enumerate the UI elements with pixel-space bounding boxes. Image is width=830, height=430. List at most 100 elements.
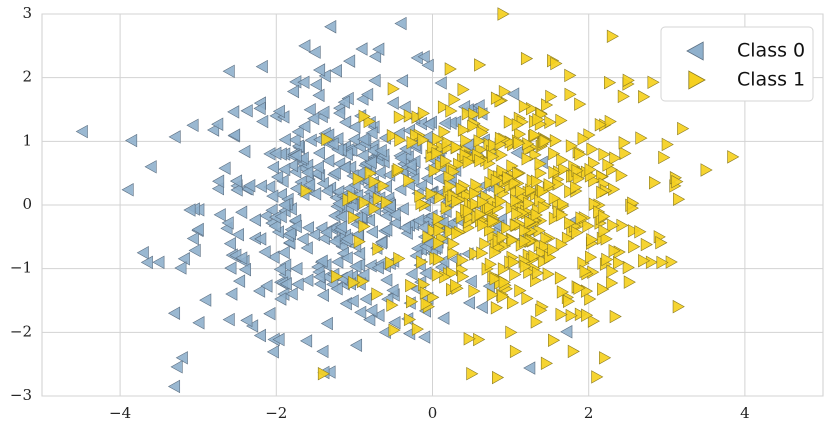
class-1-point [607,218,620,233]
class-1-point [556,208,569,222]
class-1-point [512,166,525,181]
class-1-point [386,129,399,143]
class-0-point [232,274,246,288]
class-1-point [478,105,491,120]
class-1-point [467,119,480,133]
class-0-point [272,104,285,119]
class-1-point [441,135,454,150]
class-1-point [640,237,653,252]
class-0-point [405,267,418,281]
class-0-point [231,227,244,242]
class-1-point [509,267,522,282]
class-1-point [331,269,344,284]
class-1-point [594,118,607,132]
class-0-point [288,133,301,147]
class-1-point [406,294,419,309]
class-1-point [451,194,464,209]
class-1-point [474,207,487,222]
class-1-point [570,180,583,195]
class-1-point [434,190,447,205]
class-0-point [363,312,376,327]
class-1-point [591,370,604,384]
class-1-point [428,164,441,178]
class-1-point [700,163,713,177]
class-1-point [521,291,534,306]
class-0-point [303,178,316,192]
class-1-point [368,175,381,189]
class-0-point [296,232,309,246]
class-0-point [357,132,370,147]
y-tick-label: 2 [22,68,32,86]
class-1-point [387,82,400,96]
class-1-point [596,185,609,200]
class-1-point [476,246,489,260]
class-1-point [618,136,631,150]
class-0-point [177,252,190,266]
class-0-point [419,266,432,280]
class-1-point [490,301,503,315]
class-1-point [470,178,483,192]
class-1-point [557,197,570,211]
class-0-point [266,345,279,359]
class-0-point [328,234,341,249]
class-0-point [301,221,315,235]
class-1-point [498,275,511,289]
class-0-point [323,365,336,379]
class-1-point [497,289,510,304]
class-0-point [475,300,488,314]
class-1-point [462,204,475,218]
class-1-point [542,267,555,281]
class-1-point [440,154,453,168]
class-1-point [598,209,611,224]
class-0-point [227,105,240,119]
class-1-point [584,162,597,177]
class-1-point [443,170,456,184]
class-1-point [403,109,416,123]
class-1-point [673,192,686,206]
class-1-point [545,89,558,104]
class-0-point [300,334,313,348]
class-1-point [479,237,492,251]
class-0-point [297,75,310,90]
class-0-point [372,42,385,56]
class-1-point [486,288,499,302]
class-0-point [296,151,309,165]
class-0-point [301,273,314,287]
class-0-point [315,254,328,268]
class-0-point [174,261,187,275]
class-1-point [606,29,619,43]
class-1-point [438,125,451,139]
class-0-point [421,58,434,73]
x-tick-label: 2 [584,404,594,422]
class-0-point [312,63,326,77]
y-tick-label: 1 [22,131,32,149]
class-0-point [464,274,477,289]
class-1-point [579,264,592,279]
class-1-point [416,255,429,269]
class-0-point [221,216,234,230]
class-0-point [277,245,290,260]
class-1-point [403,312,417,327]
class-1-point [671,174,684,189]
class-0-point [373,165,386,180]
class-1-point [530,174,544,189]
x-tick-label: −4 [109,404,131,422]
class-0-point [222,312,235,327]
class-1-point [619,146,632,161]
class-1-point [562,294,576,308]
class-1-point [655,235,668,250]
x-axis-ticks: −4 −2 0 2 4 [109,404,750,422]
class-1-point [548,333,561,348]
class-0-point [253,101,266,116]
class-1-point [574,147,587,161]
class-1-point [492,370,505,385]
class-0-point [144,160,157,174]
class-1-point [515,184,528,198]
class-1-point [433,223,446,238]
x-tick-label: −2 [265,404,287,422]
class-1-point [348,275,361,290]
class-0-point [313,270,326,284]
class-1-point [490,173,503,188]
class-1-point [488,138,501,153]
